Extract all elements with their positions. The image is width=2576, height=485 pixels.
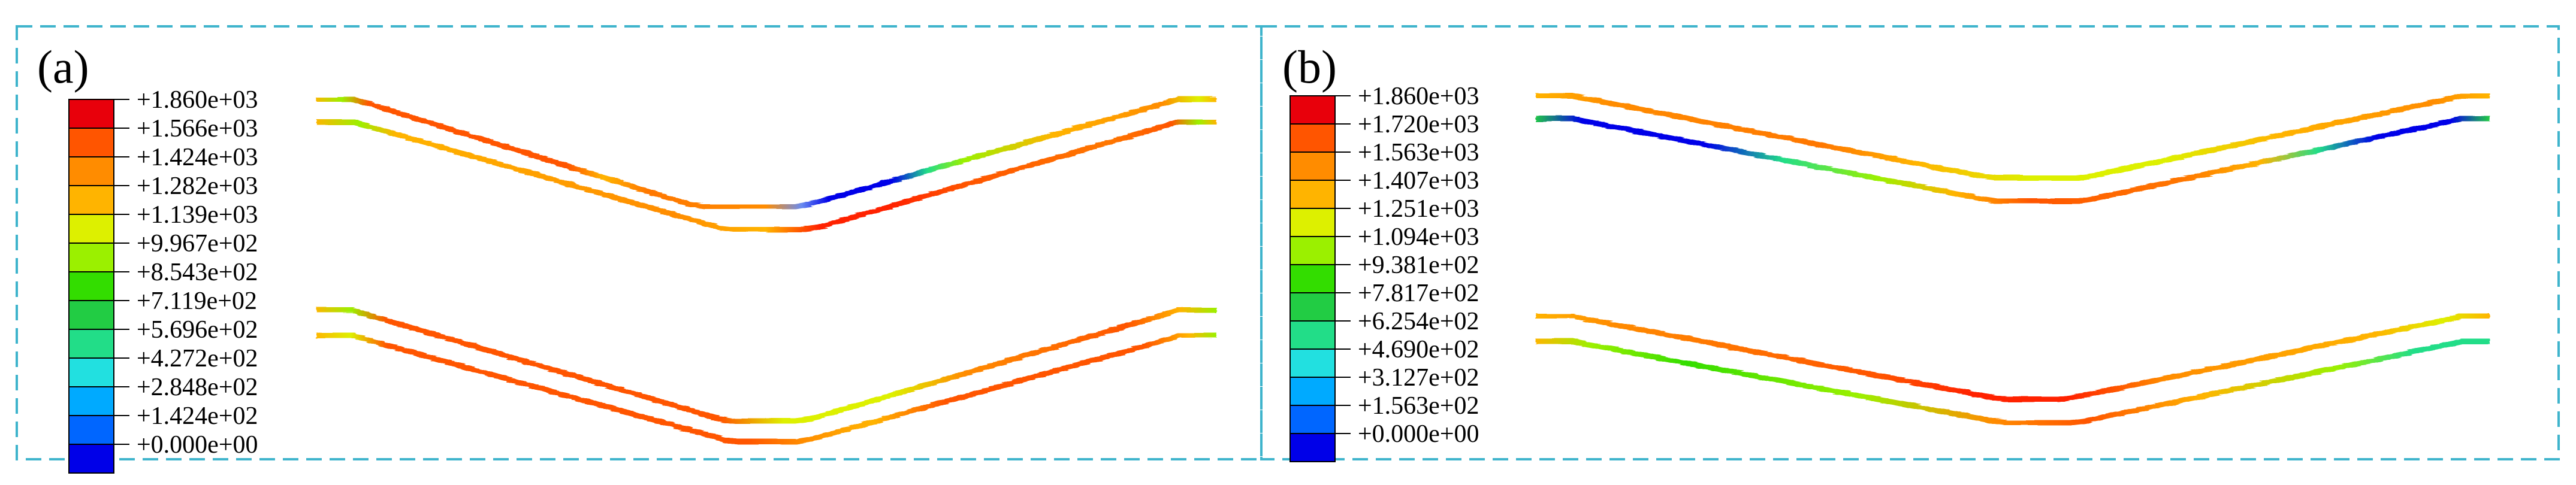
panel-a-legend-ticks: +1.860e+03 +1.566e+03 +1.424e+03 +1.282e… bbox=[114, 86, 258, 459]
legend-tick-label: +1.424e+03 bbox=[137, 144, 258, 171]
panel-a-contour-plot bbox=[316, 96, 1216, 445]
legend-color-swatch bbox=[1289, 264, 1336, 293]
panel-a-frame bbox=[16, 25, 1263, 460]
legend-color-swatch bbox=[68, 357, 114, 387]
legend-tick-label: +1.860e+03 bbox=[1358, 83, 1479, 110]
legend-color-swatch bbox=[68, 156, 114, 186]
legend-tick-label: +4.690e+02 bbox=[1358, 336, 1479, 363]
legend-tick-label: +1.282e+03 bbox=[137, 172, 258, 200]
legend-tick-label: +7.119e+02 bbox=[137, 287, 257, 315]
panel-b-lower-layer-top-edge bbox=[1536, 313, 2490, 402]
panel-a: (a) +1.860e+03 +1.566e+03 +1.424e+03 +1.… bbox=[37, 41, 1216, 474]
legend-color-swatch bbox=[1289, 95, 1336, 125]
legend-tick-label: +1.251e+03 bbox=[1358, 195, 1479, 223]
legend-tick-label: +1.860e+03 bbox=[137, 86, 258, 114]
legend-tick-label: +0.000e+00 bbox=[1358, 420, 1479, 448]
panel-b-label: (b) bbox=[1282, 41, 1337, 93]
legend-tick-label: +1.720e+03 bbox=[1358, 111, 1479, 138]
legend-color-swatch bbox=[68, 329, 114, 359]
panel-b-color-legend: +1.860e+03 +1.720e+03 +1.563e+03 +1.407e… bbox=[1289, 83, 1479, 462]
legend-color-swatch bbox=[1289, 123, 1336, 153]
panel-b: (b) +1.860e+03 +1.720e+03 +1.563e+03 +1.… bbox=[1282, 41, 2490, 462]
legend-tick-label: +6.254e+02 bbox=[1358, 308, 1479, 335]
legend-color-swatch bbox=[1289, 208, 1336, 237]
panel-a-legend-swatches bbox=[68, 99, 114, 474]
legend-color-swatch bbox=[68, 185, 114, 215]
legend-tick-label: +2.848e+02 bbox=[137, 374, 258, 401]
legend-color-swatch bbox=[1289, 377, 1336, 406]
legend-color-swatch bbox=[1289, 292, 1336, 322]
panel-a-upper-layer-top-edge bbox=[316, 96, 1216, 210]
panel-b-upper-layer-top-edge bbox=[1536, 93, 2490, 181]
panel-a-lower-layer-bottom-edge bbox=[316, 332, 1216, 445]
legend-color-swatch bbox=[1289, 433, 1336, 462]
panel-b-upper-layer-bottom-edge bbox=[1536, 116, 2490, 204]
legend-color-swatch bbox=[68, 214, 114, 244]
legend-tick-label: +1.094e+03 bbox=[1358, 223, 1479, 251]
legend-tick-label: +1.563e+03 bbox=[1358, 139, 1479, 166]
panel-b-contour-plot bbox=[1536, 93, 2490, 426]
legend-color-swatch bbox=[68, 271, 114, 301]
legend-tick-label: +1.139e+03 bbox=[137, 201, 258, 229]
panel-a-label: (a) bbox=[37, 41, 89, 93]
legend-color-swatch bbox=[1289, 180, 1336, 209]
panel-a-color-legend: +1.860e+03 +1.566e+03 +1.424e+03 +1.282e… bbox=[68, 86, 258, 474]
legend-tick-label: +1.407e+03 bbox=[1358, 167, 1479, 195]
legend-color-swatch bbox=[68, 128, 114, 157]
legend-tick-label: +7.817e+02 bbox=[1358, 280, 1479, 307]
legend-tick-label: +3.127e+02 bbox=[1358, 364, 1479, 392]
legend-tick-label: +9.967e+02 bbox=[137, 230, 258, 257]
legend-tick-label: +9.381e+02 bbox=[1358, 251, 1479, 279]
legend-color-swatch bbox=[1289, 320, 1336, 350]
legend-color-swatch bbox=[68, 444, 114, 474]
legend-tick-label: +1.566e+03 bbox=[137, 115, 258, 143]
legend-color-swatch bbox=[68, 99, 114, 129]
legend-color-swatch bbox=[1289, 405, 1336, 434]
legend-color-swatch bbox=[68, 415, 114, 445]
legend-tick-label: +1.424e+02 bbox=[137, 402, 258, 430]
legend-color-swatch bbox=[1289, 151, 1336, 181]
legend-color-swatch bbox=[68, 300, 114, 330]
panel-b-legend-ticks: +1.860e+03 +1.720e+03 +1.563e+03 +1.407e… bbox=[1335, 83, 1479, 448]
legend-tick-label: +4.272e+02 bbox=[137, 345, 258, 372]
panel-a-lower-layer-top-edge bbox=[316, 307, 1216, 424]
panel-a-upper-layer-bottom-edge bbox=[316, 119, 1216, 232]
panel-b-legend-swatches bbox=[1289, 95, 1336, 462]
legend-tick-label: +5.696e+02 bbox=[137, 316, 258, 344]
legend-tick-label: +1.563e+02 bbox=[1358, 392, 1479, 420]
legend-tick-label: +8.543e+02 bbox=[137, 259, 258, 286]
legend-color-swatch bbox=[68, 242, 114, 272]
legend-color-swatch bbox=[1289, 236, 1336, 265]
legend-color-swatch bbox=[68, 386, 114, 416]
legend-color-swatch bbox=[1289, 348, 1336, 378]
panel-b-lower-layer-bottom-edge bbox=[1536, 338, 2490, 426]
legend-tick-label: +0.000e+00 bbox=[137, 431, 258, 459]
